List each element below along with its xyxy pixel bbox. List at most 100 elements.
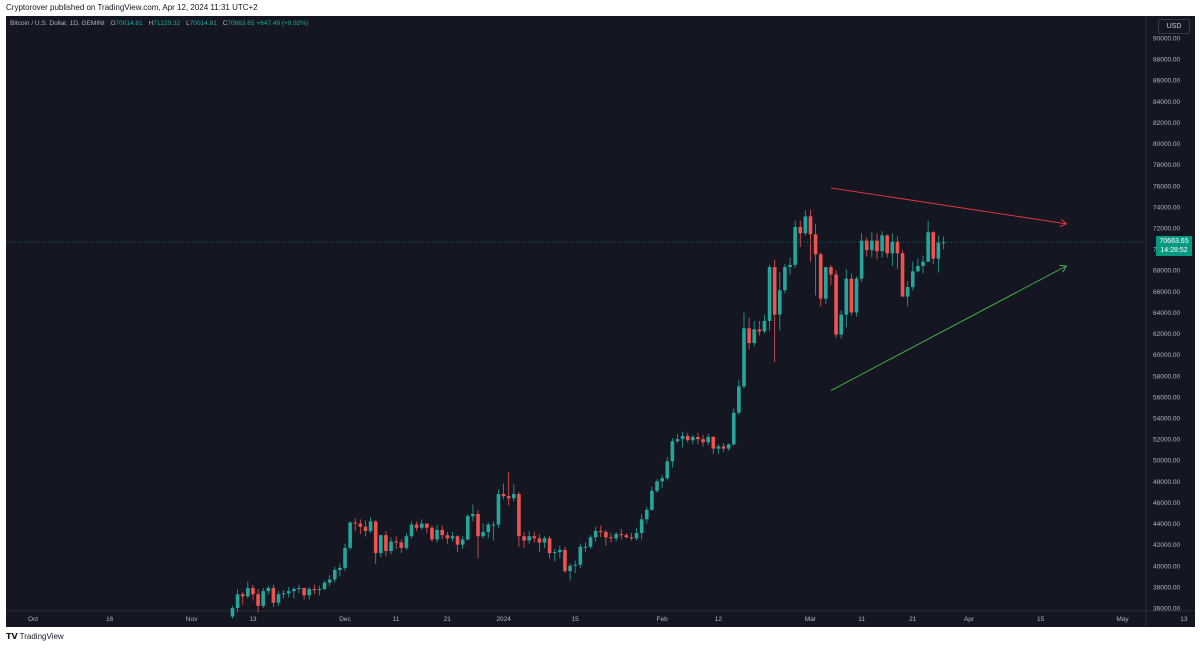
candle-body	[670, 441, 675, 462]
candle-body	[414, 524, 419, 528]
x-tick-label: 15	[572, 616, 580, 623]
x-tick-label: 13	[249, 616, 257, 623]
y-tick-label: 74000.00	[1153, 204, 1180, 211]
y-tick-label: 54000.00	[1153, 416, 1180, 423]
candle-body	[425, 523, 429, 528]
candle-body	[573, 564, 577, 566]
open-label: O	[110, 20, 116, 27]
candle-body	[491, 524, 496, 526]
candle-body	[322, 582, 327, 589]
candle-body	[271, 587, 276, 603]
candle-body	[399, 542, 404, 548]
candle-body	[762, 320, 767, 332]
candle-body	[731, 412, 736, 445]
x-tick-label: 21	[909, 616, 917, 623]
candle-body	[517, 494, 521, 537]
candle-body	[261, 591, 265, 606]
candle-body	[680, 435, 685, 440]
candle-body	[614, 534, 618, 539]
candle-body	[859, 240, 864, 279]
chart-area[interactable]: 36000.00 38000.00 40000.00 42000.00 44000.00…	[6, 16, 1195, 627]
candle-body	[818, 254, 823, 299]
candle-body	[941, 242, 946, 244]
candle-body	[578, 546, 583, 565]
y-tick-label: 80000.00	[1153, 141, 1180, 148]
candle-body	[450, 536, 455, 539]
candle-body	[772, 267, 777, 315]
candle-body	[266, 587, 271, 592]
y-tick-label: 58000.00	[1153, 373, 1180, 380]
candle-body	[685, 435, 690, 441]
candle-body	[721, 446, 726, 449]
candle-body	[598, 530, 603, 532]
y-tick-label: 88000.00	[1153, 57, 1180, 64]
tradingview-logo[interactable]: 𝗧𝗩 TradingView	[6, 632, 64, 641]
candle-body	[829, 267, 833, 275]
candle-body	[711, 437, 716, 449]
candle-body	[363, 526, 368, 531]
candle-body	[332, 570, 337, 580]
candle-body	[890, 241, 895, 254]
y-tick-label: 48000.00	[1153, 479, 1180, 486]
candle-body	[655, 481, 659, 491]
y-tick-label: 46000.00	[1153, 500, 1180, 507]
candle-body	[757, 329, 762, 332]
candle-body	[317, 589, 322, 591]
candle-body	[875, 240, 879, 252]
candle-body	[798, 226, 803, 234]
last-price-value: 70663.65	[1159, 238, 1189, 246]
x-tick-label: 12	[715, 616, 723, 623]
close-value: 70663.65	[227, 20, 255, 27]
y-tick-label: 90000.00	[1153, 36, 1180, 43]
candle-body	[419, 523, 424, 528]
candle-body	[808, 216, 813, 235]
candle-body	[409, 524, 414, 537]
candle-body	[389, 541, 393, 551]
candle-body	[297, 587, 301, 589]
candle-body	[634, 533, 639, 539]
candle-body	[609, 537, 613, 539]
candle-body	[629, 537, 634, 539]
x-tick-label: Mar	[805, 616, 817, 623]
candle-body	[742, 328, 746, 387]
candle-body	[783, 267, 787, 291]
candle-body	[348, 522, 352, 548]
candle-body	[235, 594, 240, 608]
x-tick-label: 11	[393, 616, 400, 623]
candle-body	[706, 437, 710, 443]
candle-body	[777, 290, 782, 315]
candle-body	[588, 537, 593, 547]
candlestick-chart[interactable]: 36000.00 38000.00 40000.00 42000.00 44000.00…	[6, 16, 1195, 627]
candle-body	[394, 541, 398, 543]
candle-body	[905, 287, 910, 297]
high-value: 71229.32	[153, 20, 181, 27]
tradingview-logo-icon: 𝗧𝗩	[6, 632, 18, 641]
y-tick-label: 50000.00	[1153, 458, 1180, 465]
candle-body	[312, 589, 317, 591]
candle-body	[552, 552, 557, 554]
candle-body	[767, 267, 772, 321]
candle-body	[496, 494, 501, 525]
currency-button[interactable]: USD	[1158, 19, 1190, 34]
candle-body	[338, 567, 342, 570]
candle-body	[368, 521, 373, 531]
candle-body	[256, 594, 260, 606]
candle-body	[650, 490, 654, 510]
x-tick-label: 16	[106, 616, 114, 623]
x-tick-label: May	[1116, 616, 1129, 623]
x-tick-label: Dec	[339, 616, 351, 623]
candle-body	[604, 532, 608, 538]
candle-body	[302, 587, 306, 596]
candle-body	[379, 535, 383, 554]
candle-body	[701, 439, 705, 443]
candle-body	[916, 266, 920, 272]
candle-body	[900, 253, 905, 297]
candle-body	[358, 523, 363, 527]
candle-body	[619, 534, 624, 536]
candle-body	[726, 444, 731, 449]
candle-body	[645, 509, 649, 520]
candle-body	[660, 478, 664, 482]
publish-caption: Cryptorover published on TradingView.com…	[6, 3, 258, 12]
x-tick-label: 21	[444, 616, 452, 623]
candle-body	[824, 267, 828, 299]
